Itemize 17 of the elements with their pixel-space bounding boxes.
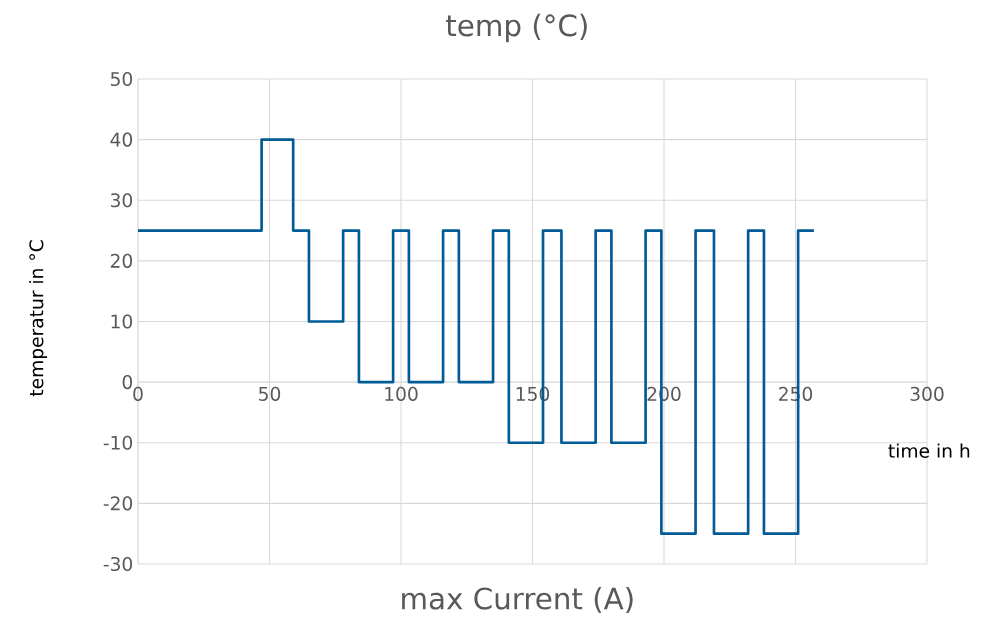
y-tick-label: 10 — [111, 314, 133, 329]
x-tick-label: 50 — [259, 386, 281, 401]
y-tick-label: 0 — [122, 375, 133, 390]
x-tick-label: 300 — [910, 386, 944, 401]
x-axis-title: time in h — [888, 443, 970, 458]
y-tick-label: 40 — [110, 132, 133, 147]
y-tick-label: 50 — [110, 71, 133, 87]
y-tick-label: -10 — [103, 435, 133, 450]
y-axis-title: temperatur in °C — [28, 240, 48, 397]
y-tick-label: 30 — [110, 193, 133, 208]
chart-title: temp (°C) — [446, 13, 587, 43]
x-tick-label: 0 — [133, 386, 143, 401]
y-tick-label: -30 — [103, 556, 133, 572]
y-tick-label: 20 — [110, 253, 133, 268]
text: max Current (A) — [402, 586, 633, 614]
x-tick-label: 100 — [385, 386, 418, 401]
y-tick-label: -20 — [103, 496, 133, 511]
